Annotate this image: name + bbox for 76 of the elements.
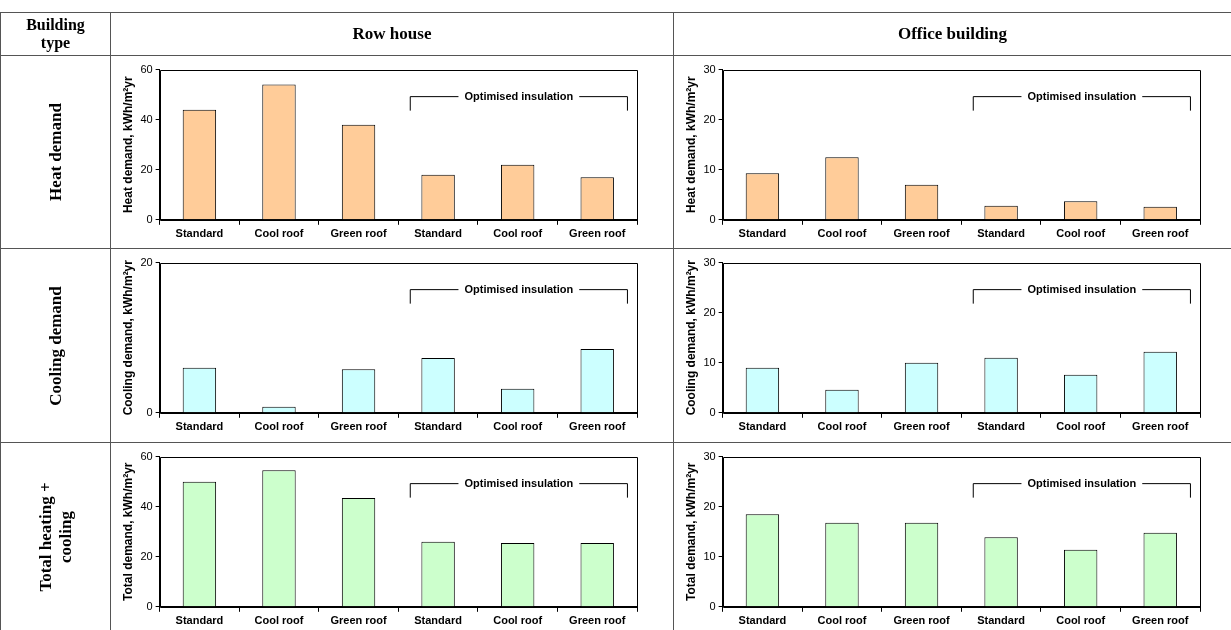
- x-tick-label: Green roof: [893, 227, 950, 240]
- y-axis-title: Cooling demand, kWh/m²yr: [120, 259, 135, 416]
- y-tick-label: 20: [140, 255, 153, 268]
- y-tick-label: 10: [703, 162, 716, 175]
- x-tick-label: Cool roof: [493, 420, 543, 433]
- annotation: Optimised insulation: [1027, 89, 1137, 102]
- x-tick-label: Green roof: [1132, 420, 1189, 433]
- text: Heat demand: [45, 102, 66, 203]
- x-tick-label: Green roof: [330, 227, 387, 240]
- x-tick-label: Green roof: [893, 614, 950, 627]
- text: Total heating + cooling: [35, 480, 76, 594]
- x-tick-label: Standard: [414, 614, 462, 627]
- y-tick-label: 60: [140, 62, 153, 75]
- x-tick-label: Green roof: [893, 420, 950, 433]
- x-tick-label: Standard: [977, 227, 1025, 240]
- y-tick-label: 0: [709, 599, 716, 612]
- y-tick-label: 30: [703, 255, 716, 268]
- x-tick-label: Standard: [738, 420, 787, 433]
- y-tick-label: 30: [703, 62, 716, 75]
- x-tick-label: Standard: [414, 420, 462, 433]
- y-tick-label: 60: [140, 449, 153, 462]
- x-tick-label: Cool roof: [254, 227, 304, 240]
- x-tick-label: Standard: [738, 614, 787, 627]
- x-tick-label: Green roof: [1132, 227, 1189, 240]
- x-tick-label: Cool roof: [254, 420, 304, 433]
- y-tick-label: 0: [146, 212, 153, 225]
- y-axis-title: Total demand, kWh/m²yr: [683, 462, 698, 601]
- text: Office building: [673, 12, 1231, 56]
- x-tick-label: Standard: [175, 614, 224, 627]
- annotation: Optimised insulation: [1027, 282, 1137, 295]
- x-tick-label: Cool roof: [1056, 227, 1106, 240]
- x-tick-label: Green roof: [330, 614, 387, 627]
- x-tick-label: Standard: [977, 614, 1025, 627]
- x-tick-label: Standard: [175, 420, 224, 433]
- y-tick-label: 20: [703, 499, 716, 512]
- x-tick-label: Cool roof: [493, 227, 543, 240]
- y-tick-label: 0: [709, 405, 716, 418]
- y-tick-label: 40: [140, 112, 153, 125]
- y-tick-label: 0: [709, 212, 716, 225]
- y-axis-title: Heat demand, kWh/m²yr: [120, 76, 135, 214]
- x-tick-label: Cool roof: [817, 227, 867, 240]
- x-tick-label: Green roof: [569, 420, 626, 433]
- y-tick-label: 40: [140, 499, 153, 512]
- y-axis-title: Cooling demand, kWh/m²yr: [683, 259, 698, 416]
- annotation: Optimised insulation: [464, 89, 574, 102]
- x-tick-label: Cool roof: [254, 614, 304, 627]
- x-tick-label: Cool roof: [817, 614, 867, 627]
- y-tick-label: 10: [703, 355, 716, 368]
- x-tick-label: Green roof: [330, 420, 387, 433]
- text: Cooling demand: [45, 284, 66, 408]
- x-tick-label: Standard: [977, 420, 1025, 433]
- x-tick-label: Green roof: [569, 227, 626, 240]
- annotation: Optimised insulation: [1027, 476, 1137, 489]
- y-axis-title: Total demand, kWh/m²yr: [120, 462, 135, 601]
- x-tick-label: Standard: [738, 227, 787, 240]
- annotation: Optimised insulation: [464, 282, 574, 295]
- x-tick-label: Standard: [414, 227, 462, 240]
- y-tick-label: 20: [703, 112, 716, 125]
- x-tick-label: Cool roof: [1056, 420, 1106, 433]
- y-tick-label: 0: [146, 405, 153, 418]
- x-tick-label: Green roof: [569, 614, 626, 627]
- text: Building type: [0, 12, 111, 56]
- text: Row house: [110, 12, 674, 56]
- x-tick-label: Cool roof: [493, 614, 543, 627]
- y-tick-label: 30: [703, 449, 716, 462]
- y-axis-title: Heat demand, kWh/m²yr: [683, 76, 698, 214]
- x-tick-label: Cool roof: [817, 420, 867, 433]
- y-tick-label: 20: [140, 549, 153, 562]
- y-tick-label: 20: [140, 162, 153, 175]
- x-tick-label: Standard: [175, 227, 224, 240]
- x-tick-label: Cool roof: [1056, 614, 1106, 627]
- y-tick-label: 20: [703, 305, 716, 318]
- y-tick-label: 0: [146, 599, 153, 612]
- annotation: Optimised insulation: [464, 476, 574, 489]
- y-tick-label: 10: [703, 549, 716, 562]
- x-tick-label: Green roof: [1132, 614, 1189, 627]
